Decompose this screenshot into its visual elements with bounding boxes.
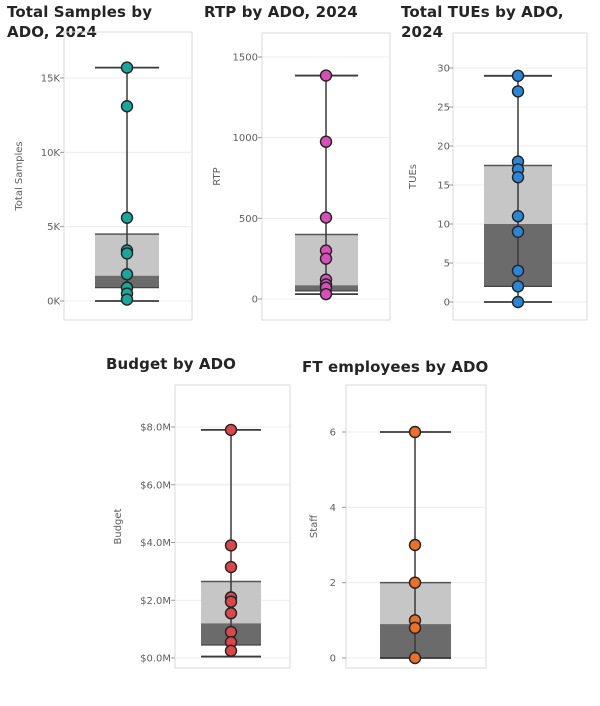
y-tick-label: $4.0M (140, 538, 171, 549)
data-point (511, 280, 525, 293)
y-tick-label: 0K (47, 297, 60, 308)
chart-plot-rtp: 0 500 1000 1500 RTP (212, 32, 391, 321)
chart-title: Total Samples by ADO, 2024 (7, 3, 153, 41)
data-point (511, 295, 525, 309)
data-point (120, 247, 134, 260)
data-point (319, 211, 333, 224)
plot-frame (452, 32, 588, 321)
y-tick-label: 1500 (233, 53, 258, 64)
data-point (224, 539, 238, 552)
y-tick-label: 10 (437, 220, 450, 231)
chart-plot-budget: $0.0M $2.0M $4.0M $6.0M $8.0M Budget (113, 384, 291, 669)
y-axis-title: Total Samples (14, 141, 25, 211)
plot-frame (63, 31, 193, 321)
data-point (120, 61, 134, 74)
y-tick-label: 20 (437, 142, 450, 153)
y-tick-label: $2.0M (140, 596, 171, 607)
y-tick-label: 0 (330, 654, 336, 665)
data-point (408, 651, 422, 665)
data-point (319, 135, 333, 148)
y-tick-label: 5 (444, 259, 450, 270)
plot-frame (261, 32, 391, 321)
data-point (511, 170, 525, 184)
chart-title: FT employees by ADO (302, 358, 489, 376)
data-point (224, 560, 238, 574)
data-point (408, 576, 422, 589)
data-point (511, 264, 525, 277)
data-point (511, 225, 525, 239)
chart-plot-total-samples: 0K 5K 10K 15K Total Samples (14, 31, 193, 321)
data-point (319, 287, 333, 301)
y-tick-label: 1000 (233, 133, 258, 144)
y-tick-label: 0 (444, 298, 450, 309)
y-axis-title: Staff (309, 514, 320, 538)
y-tick-label: 6 (330, 428, 336, 439)
y-tick-label: 10K (41, 148, 61, 159)
data-point (120, 293, 134, 306)
plot-frame (174, 384, 291, 669)
chart-title: Total TUEs by ADO, 2024 (401, 3, 564, 41)
data-point (408, 425, 422, 439)
data-point (319, 252, 333, 265)
data-point (408, 538, 422, 552)
y-tick-label: $8.0M (140, 423, 171, 434)
y-axis-title: RTP (212, 167, 223, 185)
data-point (224, 607, 238, 620)
y-axis-title: TUEs (408, 164, 419, 190)
chart-title: Budget by ADO (106, 355, 237, 373)
data-point (319, 69, 333, 82)
y-tick-label: 15K (41, 74, 61, 85)
data-point (224, 644, 238, 657)
chart-plot-total-tues: 0 5 10 15 20 25 30 TUEs (408, 32, 588, 321)
data-point (408, 621, 422, 635)
y-tick-label: $0.0M (140, 654, 171, 665)
chart-title: RTP by ADO, 2024 (204, 3, 358, 21)
data-point (224, 423, 238, 437)
data-point (511, 69, 525, 83)
y-axis-title: Budget (113, 508, 124, 544)
y-tick-label: 0 (252, 295, 258, 306)
y-tick-label: 30 (437, 64, 450, 75)
y-tick-label: 5K (47, 222, 60, 233)
data-point (120, 268, 134, 281)
y-tick-label: 25 (437, 103, 450, 114)
data-point (511, 209, 525, 223)
y-tick-label: 2 (330, 578, 336, 589)
data-point (120, 211, 134, 224)
plot-frame (345, 384, 487, 669)
y-tick-label: 15 (437, 181, 450, 192)
data-point (120, 100, 134, 113)
y-tick-label: 500 (239, 214, 258, 225)
y-tick-label: 4 (330, 503, 336, 514)
y-tick-label: $6.0M (140, 480, 171, 491)
data-point (511, 85, 525, 98)
